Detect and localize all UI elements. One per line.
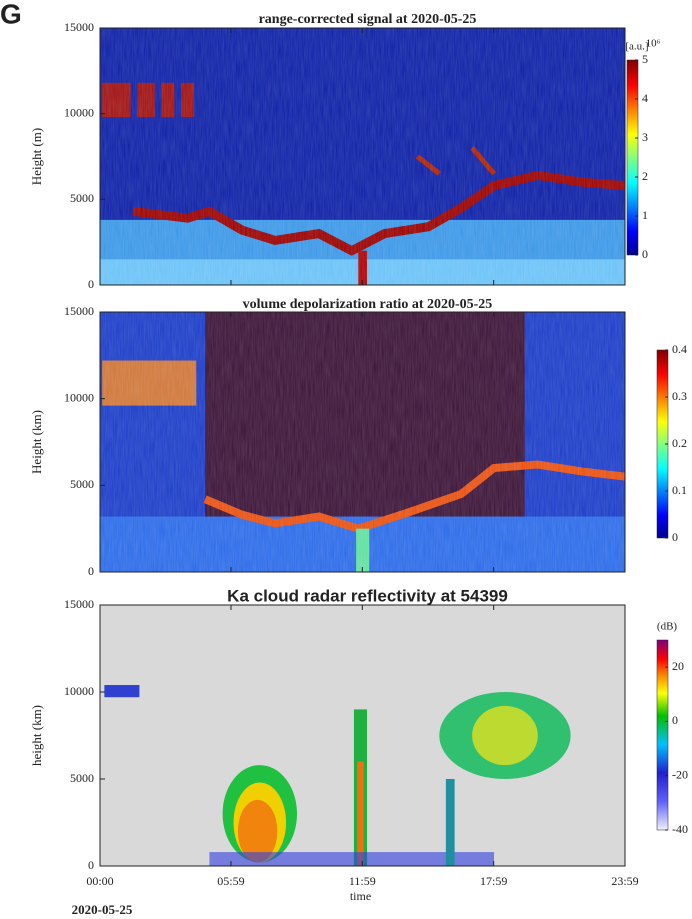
x-tick-label: 23:59 <box>611 874 638 888</box>
colorbar-tick-label: 1 <box>642 208 648 222</box>
colorbar-tick-label: 0.3 <box>672 389 687 403</box>
x-tick-label: 11:59 <box>349 874 376 888</box>
colorbar-tick-label: 0.2 <box>672 436 687 450</box>
panel-label: G <box>0 0 22 29</box>
colorbar-tick-label: 0 <box>672 530 678 544</box>
column-core <box>357 761 364 866</box>
y-tick-label: 10000 <box>64 684 94 698</box>
x-tick-label: 05:59 <box>217 874 244 888</box>
date-label: 2020-05-25 <box>72 902 133 917</box>
x-tick-label: 17:59 <box>480 874 507 888</box>
colorbar-tick-label: 0.4 <box>672 342 687 356</box>
colorbar-tick-label: 0.1 <box>672 483 687 497</box>
y-tick-label: 5000 <box>70 191 94 205</box>
colorbar <box>626 59 639 256</box>
y-tick-label: 15000 <box>64 304 94 318</box>
chart-title: range-corrected signal at 2020-05-25 <box>259 12 477 27</box>
column <box>445 779 455 866</box>
echo-core <box>472 705 538 766</box>
y-axis-label: height (km) <box>29 705 44 766</box>
y-tick-label: 15000 <box>64 20 94 34</box>
y-tick-label: 10000 <box>64 105 94 119</box>
y-tick-label: 15000 <box>64 597 94 611</box>
y-axis-label: Height (m) <box>29 128 44 185</box>
heatmap <box>100 312 625 572</box>
y-axis-label: Height (km) <box>29 410 44 474</box>
y-tick-label: 5000 <box>70 771 94 785</box>
speckle <box>100 28 625 285</box>
colorbar-tick-label: 2 <box>642 169 648 183</box>
colorbar-tick-label: -40 <box>672 822 688 836</box>
colorbar-label: [a.u.] <box>625 41 648 53</box>
cirrus <box>104 685 140 698</box>
y-tick-label: 0 <box>88 277 94 291</box>
colorbar-tick-label: 0 <box>642 247 648 261</box>
colorbar-tick-label: 5 <box>642 52 648 66</box>
speckle <box>100 312 625 572</box>
colorbar-tick-label: 4 <box>642 91 648 105</box>
colorbar <box>656 639 669 831</box>
colorbar-tick-label: 0 <box>672 713 678 727</box>
y-tick-label: 5000 <box>70 477 94 491</box>
y-tick-label: 0 <box>88 858 94 872</box>
chart-title: Ka cloud radar reflectivity at 54399 <box>227 586 508 605</box>
y-tick-label: 10000 <box>64 390 94 404</box>
colorbar-tick-label: 3 <box>642 130 648 144</box>
x-axis-label: time <box>350 889 371 903</box>
chart-title: volume depolarization ratio at 2020-05-2… <box>243 297 493 312</box>
echo-core <box>237 799 278 863</box>
y-tick-label: 0 <box>88 564 94 578</box>
x-tick-label: 00:00 <box>86 874 113 888</box>
colorbar-exponent: 10⁶ <box>646 38 661 50</box>
colorbar-tick-label: -20 <box>672 767 688 781</box>
heatmap <box>100 605 625 866</box>
drizzle <box>209 852 495 866</box>
colorbar-label: (dB) <box>657 621 678 633</box>
colorbar-tick-label: 20 <box>672 659 684 673</box>
heatmap <box>100 28 625 285</box>
